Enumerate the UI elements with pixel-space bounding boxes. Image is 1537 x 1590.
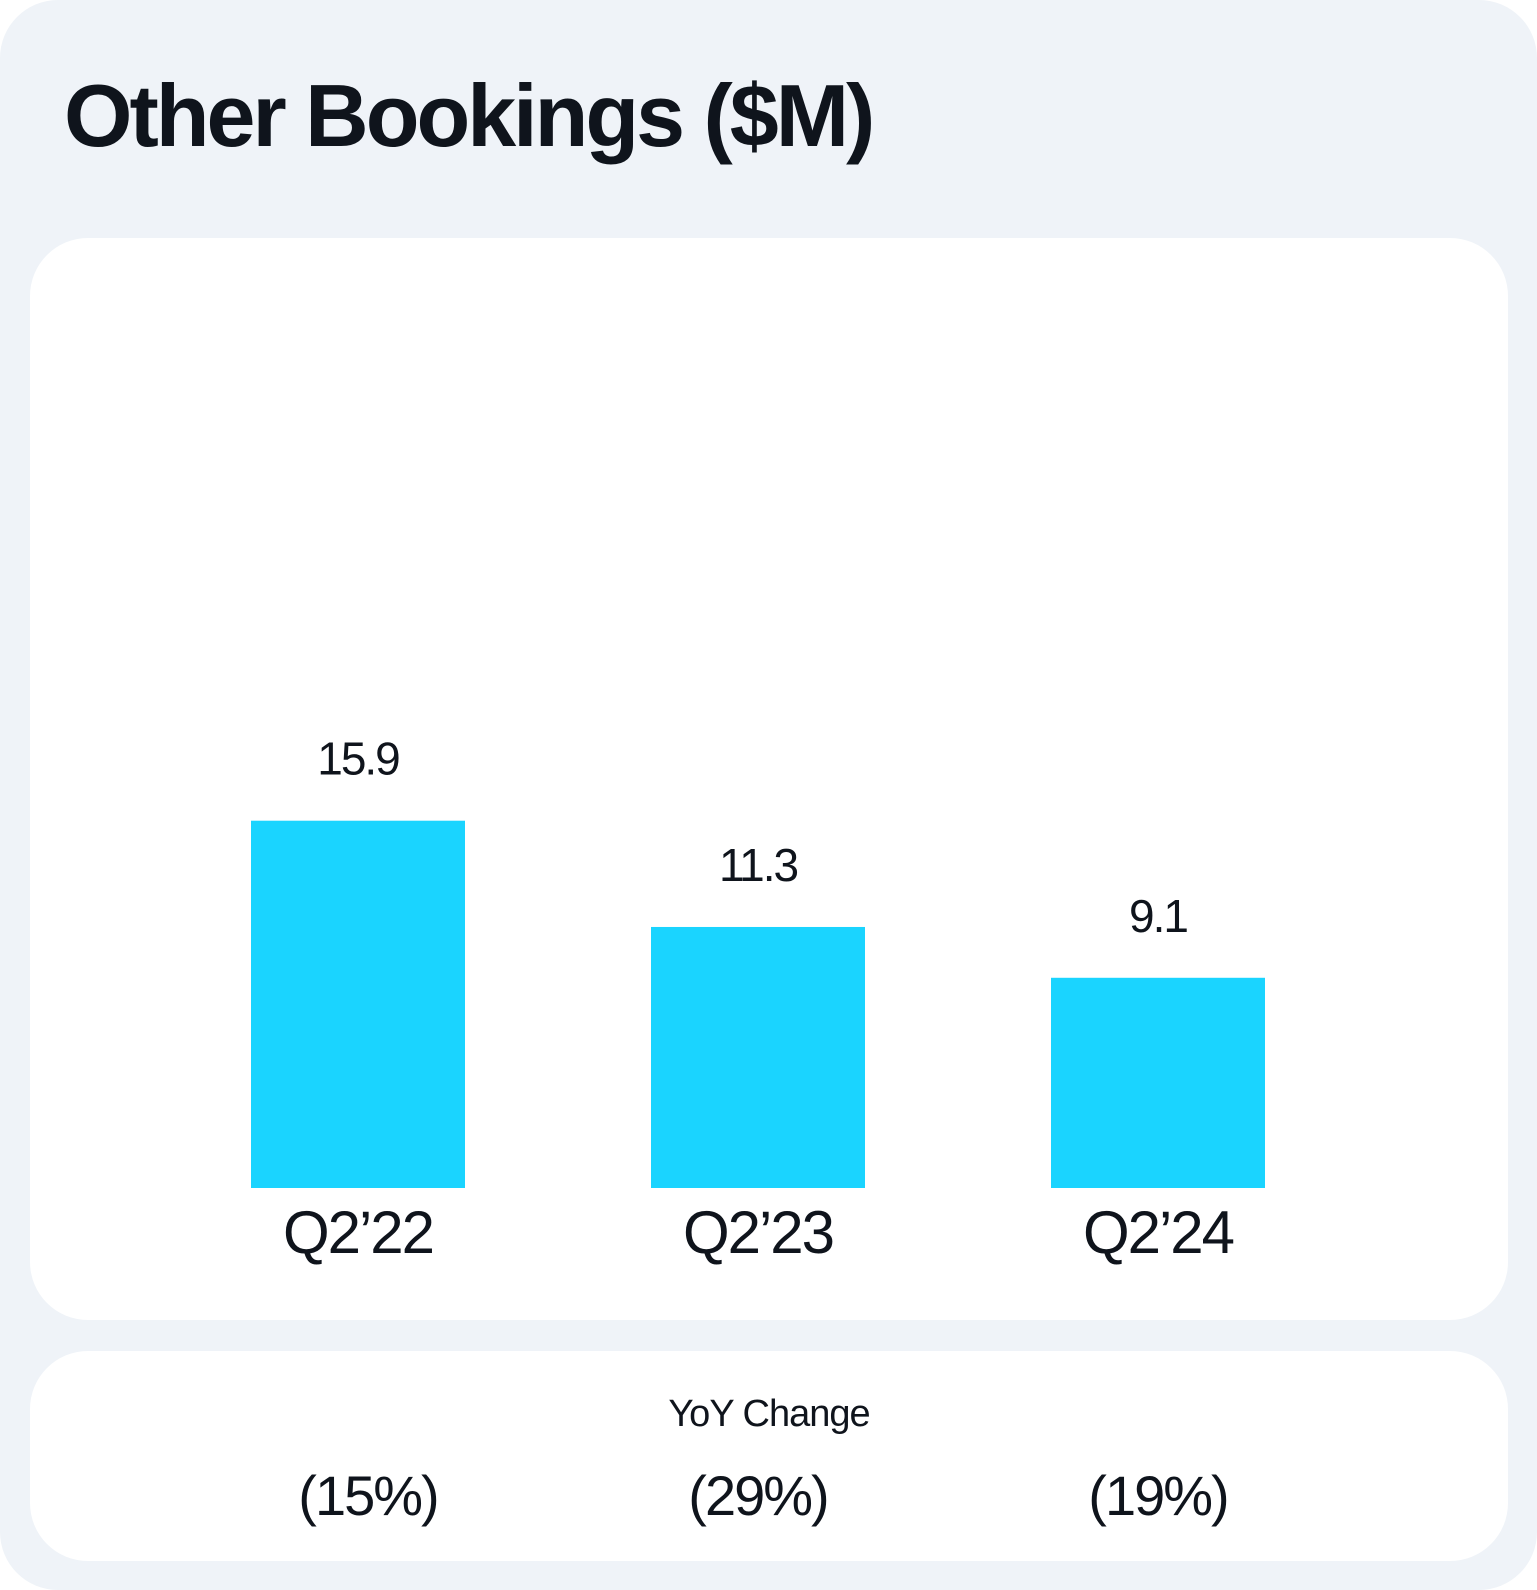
bar-2 [651,926,865,1188]
chart-title: Other Bookings ($M) [64,66,875,165]
chart-panel: 15.9 Q2’22 11.3 Q2’23 9.1 Q2’24 [30,238,1508,1320]
bar-value-label-2: 11.3 [719,839,798,891]
category-label-1: Q2’22 [283,1199,433,1266]
yoy-value-2: (29%) [688,1464,829,1527]
yoy-label: YoY Change [668,1393,870,1435]
bar-value-label-1: 15.9 [317,733,399,785]
yoy-panel: YoY Change (15%) (29%) (19%) [30,1351,1508,1561]
category-label-2: Q2’23 [683,1199,833,1266]
bar-chart: 15.9 Q2’22 11.3 Q2’23 9.1 Q2’24 [251,733,1265,1266]
category-label-3: Q2’24 [1083,1199,1234,1266]
bar-3 [1051,977,1265,1188]
bar-1 [251,820,465,1188]
yoy-value-1: (15%) [298,1464,439,1527]
bar-value-label-3: 9.1 [1129,890,1187,942]
yoy-value-3: (19%) [1088,1464,1229,1527]
